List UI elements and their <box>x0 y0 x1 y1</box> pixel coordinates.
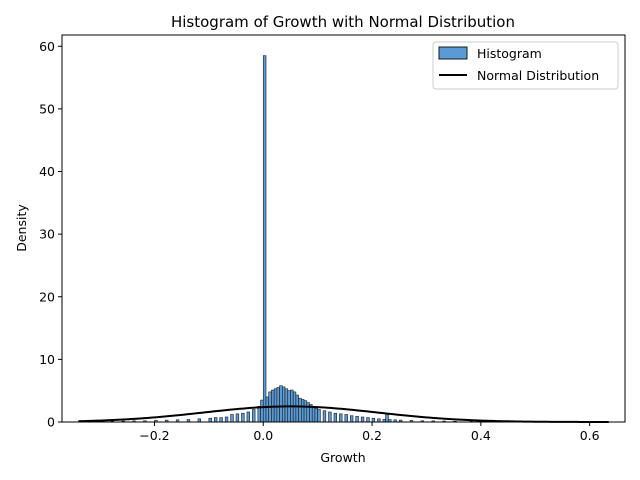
x-tick-label: 0.2 <box>362 428 382 443</box>
legend-histogram-label: Histogram <box>477 46 542 61</box>
y-tick-label: 50 <box>39 101 55 116</box>
histogram-bar <box>385 414 389 423</box>
y-tick-label: 30 <box>39 227 55 242</box>
y-axis-label: Density <box>14 204 29 252</box>
histogram-bar <box>311 406 316 423</box>
histogram-bar <box>298 397 302 423</box>
y-tick-label: 0 <box>47 415 55 430</box>
histogram-bar <box>219 417 223 423</box>
histogram-bar <box>262 55 267 423</box>
x-tick-label: −0.2 <box>139 428 169 443</box>
histogram-bar <box>360 416 365 423</box>
chart-title: Histogram of Growth with Normal Distribu… <box>171 13 515 31</box>
histogram-bar <box>344 414 348 423</box>
histogram-bar <box>301 399 305 423</box>
histogram-bar <box>371 417 376 423</box>
y-tick-label: 10 <box>39 352 55 367</box>
histogram-bar <box>328 411 332 423</box>
y-axis-ticks: 0 10 20 30 40 50 60 <box>39 39 62 430</box>
legend: Histogram Normal Distribution <box>432 41 619 90</box>
histogram-bar <box>306 402 310 423</box>
histogram-bar <box>265 396 270 423</box>
histogram-bar <box>314 407 318 423</box>
x-tick-label: 0.0 <box>253 428 273 443</box>
histogram-bar <box>333 412 338 423</box>
legend-normal-label: Normal Distribution <box>477 68 599 83</box>
histogram-bar <box>273 388 278 423</box>
histogram-bar <box>260 399 264 423</box>
histogram-bar <box>252 409 256 423</box>
x-tick-label: 0.6 <box>580 428 600 443</box>
histogram-bar <box>295 394 299 423</box>
histogram-bar <box>246 411 250 423</box>
histogram-bar <box>317 409 321 423</box>
histogram-bar <box>303 400 308 423</box>
histogram-bar <box>355 416 359 423</box>
histogram-bar <box>276 387 280 423</box>
histogram-bar <box>214 417 218 423</box>
normal-distribution-line <box>78 405 609 423</box>
legend-histogram-swatch <box>438 46 468 60</box>
histogram-bar <box>208 417 212 423</box>
x-axis-ticks: −0.2 0.0 0.2 0.4 0.6 <box>139 422 600 443</box>
histogram-bar <box>241 412 245 423</box>
plot-frame <box>61 34 626 423</box>
histogram-bar <box>349 415 354 423</box>
y-tick-label: 40 <box>39 164 55 179</box>
histogram-bar <box>339 413 343 423</box>
histogram-bar <box>366 417 370 423</box>
histogram-bars <box>78 55 593 423</box>
y-tick-label: 20 <box>39 289 55 304</box>
histogram-bar <box>281 386 286 423</box>
legend-box <box>432 41 619 90</box>
x-axis-label: Growth <box>320 450 365 465</box>
histogram-bar <box>230 414 234 423</box>
histogram-bar <box>322 410 327 423</box>
histogram-bar <box>235 413 240 423</box>
histogram-bar <box>224 416 229 423</box>
histogram-bar <box>257 406 261 423</box>
y-tick-label: 60 <box>39 39 55 54</box>
x-tick-label: 0.4 <box>471 428 491 443</box>
histogram-bar <box>279 385 283 423</box>
